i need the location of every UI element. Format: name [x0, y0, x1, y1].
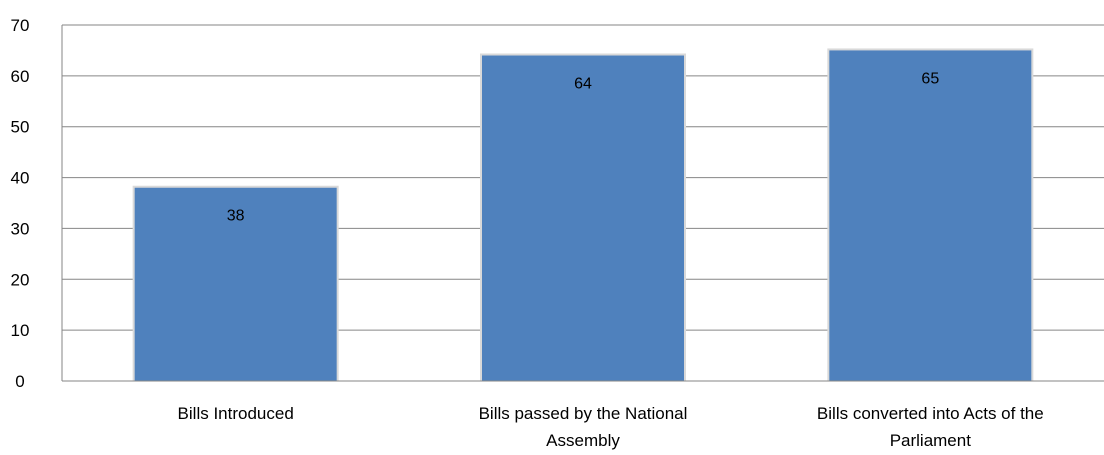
y-tick-label: 40 [11, 169, 30, 188]
x-category-label: Bills converted into Acts of the [817, 404, 1044, 423]
y-tick-label: 20 [11, 270, 30, 289]
bar [482, 55, 684, 382]
y-tick-label: 60 [11, 67, 30, 86]
x-category-label: Bills Introduced [178, 404, 294, 423]
data-label: 64 [574, 76, 592, 93]
bars [132, 48, 1034, 382]
axes [61, 25, 1104, 382]
data-label: 65 [921, 70, 939, 87]
y-tick-label: 0 [15, 372, 24, 391]
labels: 0 10 20 30 40 50 60 70 38 Bills Introduced 64 Bills… [11, 16, 1044, 450]
bar [829, 50, 1032, 382]
y-tick-label: 30 [11, 219, 30, 238]
data-label: 38 [227, 208, 245, 225]
y-tick-label: 70 [11, 16, 30, 35]
x-category-label: Bills passed by the National [479, 404, 688, 423]
x-category-label: Assembly [546, 431, 620, 450]
y-tick-label: 50 [11, 118, 30, 137]
y-tick-label: 10 [11, 321, 30, 340]
bar [134, 187, 337, 381]
x-category-label: Parliament [890, 431, 972, 450]
